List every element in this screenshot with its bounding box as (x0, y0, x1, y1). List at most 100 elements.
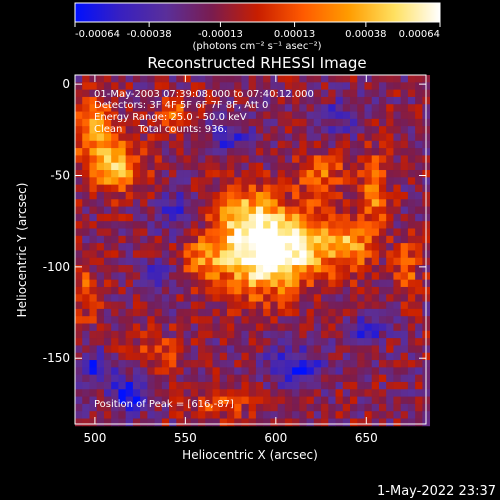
heatmap-pixel (89, 403, 98, 412)
heatmap-pixel (263, 243, 271, 251)
heatmap-pixel (263, 403, 271, 412)
heatmap-pixel (147, 286, 156, 295)
heatmap-pixel (212, 228, 221, 237)
heatmap-pixel (118, 140, 127, 149)
heatmap-pixel (234, 360, 242, 368)
heatmap-pixel (154, 148, 163, 156)
heatmap-pixel (154, 89, 163, 98)
heatmap-pixel (248, 345, 257, 354)
heatmap-pixel (378, 111, 387, 120)
heatmap-pixel (125, 170, 134, 178)
heatmap-pixel (248, 199, 257, 207)
heatmap-pixel (140, 403, 148, 412)
heatmap-pixel (132, 177, 141, 186)
heatmap-pixel (248, 213, 257, 222)
heatmap-pixel (364, 148, 373, 156)
heatmap-pixel (154, 235, 163, 244)
heatmap-pixel (154, 374, 163, 383)
heatmap-pixel (313, 199, 322, 207)
heatmap-pixel (118, 228, 127, 237)
heatmap-pixel (96, 111, 105, 120)
heatmap-image (75, 75, 431, 427)
heatmap-pixel (328, 82, 336, 91)
heatmap-pixel (306, 330, 315, 339)
heatmap-pixel (140, 411, 148, 419)
heatmap-pixel (371, 155, 380, 164)
heatmap-pixel (226, 89, 235, 98)
heatmap-pixel (103, 279, 112, 288)
heatmap-pixel (299, 75, 307, 83)
heatmap-pixel (386, 104, 394, 112)
colorbar-tick-label: -0.00013 (198, 29, 243, 40)
heatmap-pixel (118, 235, 127, 244)
heatmap-pixel (154, 286, 163, 295)
heatmap-pixel (248, 162, 257, 171)
heatmap-pixel (183, 155, 192, 164)
heatmap-pixel (306, 396, 315, 405)
heatmap-pixel (147, 228, 156, 237)
heatmap-pixel (350, 352, 358, 361)
heatmap-pixel (96, 133, 105, 142)
heatmap-pixel (393, 170, 402, 178)
heatmap-pixel (407, 96, 416, 105)
heatmap-pixel (248, 133, 257, 142)
heatmap-pixel (400, 118, 409, 127)
heatmap-pixel (378, 133, 387, 142)
heatmap-pixel (219, 221, 228, 229)
heatmap-pixel (371, 243, 380, 251)
heatmap-pixel (357, 330, 365, 339)
heatmap-pixel (357, 374, 365, 383)
heatmap-pixel (350, 206, 358, 215)
heatmap-pixel (350, 294, 358, 302)
heatmap-pixel (125, 250, 134, 259)
heatmap-pixel (328, 250, 336, 259)
heatmap-pixel (183, 96, 192, 105)
heatmap-pixel (219, 265, 228, 273)
heatmap-pixel (234, 133, 242, 142)
heatmap-pixel (226, 213, 235, 222)
heatmap-pixel (306, 221, 315, 229)
heatmap-pixel (277, 177, 286, 186)
heatmap-pixel (205, 75, 213, 83)
heatmap-pixel (306, 206, 315, 215)
heatmap-pixel (190, 75, 199, 83)
heatmap-pixel (299, 213, 307, 222)
heatmap-pixel (140, 206, 148, 215)
heatmap-pixel (226, 338, 235, 346)
heatmap-pixel (277, 126, 286, 134)
heatmap-pixel (190, 243, 199, 251)
heatmap-pixel (140, 396, 148, 405)
heatmap-pixel (371, 228, 380, 237)
heatmap-pixel (400, 389, 409, 397)
heatmap-pixel (400, 250, 409, 259)
heatmap-pixel (357, 257, 365, 266)
heatmap-pixel (255, 162, 264, 171)
heatmap-pixel (118, 403, 127, 412)
heatmap-pixel (386, 206, 394, 215)
heatmap-pixel (364, 330, 373, 339)
heatmap-pixel (284, 411, 293, 419)
heatmap-pixel (147, 345, 156, 354)
heatmap-pixel (96, 418, 105, 427)
heatmap-pixel (328, 206, 336, 215)
heatmap-pixel (371, 301, 380, 310)
heatmap-pixel (407, 294, 416, 302)
heatmap-pixel (234, 286, 242, 295)
heatmap-pixel (299, 162, 307, 171)
heatmap-pixel (292, 330, 300, 339)
heatmap-pixel (154, 184, 163, 193)
heatmap-pixel (335, 118, 344, 127)
heatmap-pixel (357, 177, 365, 186)
heatmap-pixel (342, 177, 351, 186)
heatmap-pixel (277, 381, 286, 390)
heatmap-pixel (226, 155, 235, 164)
heatmap-pixel (342, 140, 351, 149)
heatmap-pixel (342, 403, 351, 412)
heatmap-pixel (147, 360, 156, 368)
heatmap-pixel (205, 396, 213, 405)
heatmap-pixel (321, 265, 329, 273)
heatmap-pixel (75, 199, 83, 207)
heatmap-pixel (241, 265, 250, 273)
heatmap-pixel (393, 250, 402, 259)
heatmap-pixel (393, 418, 402, 427)
